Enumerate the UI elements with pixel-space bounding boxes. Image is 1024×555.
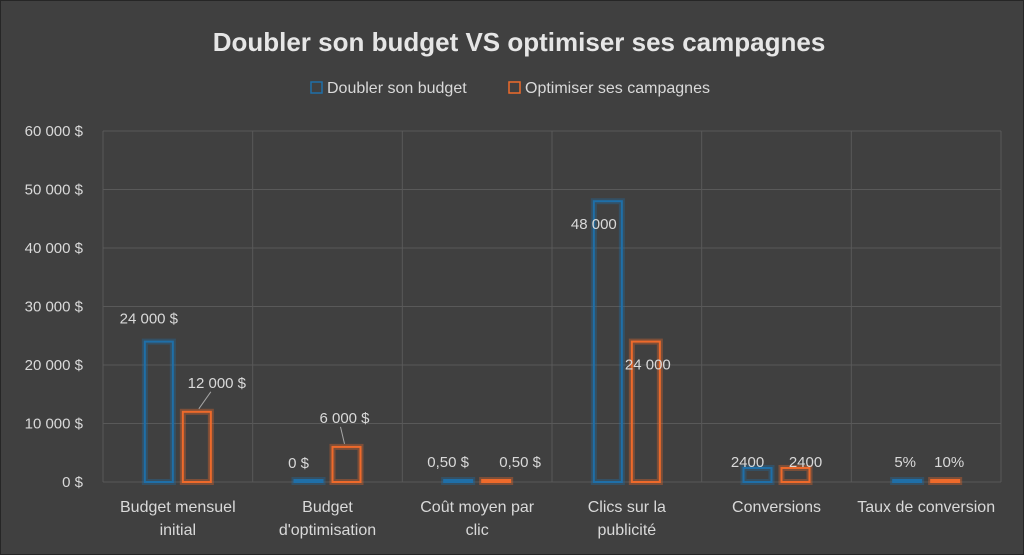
y-tick-label: 0 $: [62, 474, 84, 491]
y-tick-label: 10 000 $: [25, 416, 84, 433]
bar: [181, 410, 212, 483]
x-category-label: initial: [160, 522, 196, 539]
bar: [630, 340, 661, 483]
bar: [592, 200, 623, 483]
y-tick-label: 50 000 $: [25, 182, 84, 199]
x-category-label: Clics sur la: [588, 499, 666, 516]
data-label: 10%: [934, 454, 964, 471]
bar: [930, 479, 961, 483]
y-tick-label: 40 000 $: [25, 240, 84, 257]
bar-glow: [329, 443, 364, 485]
legend-label: Doubler son budget: [327, 80, 467, 97]
chart-title: Doubler son budget VS optimiser ses camp…: [213, 27, 826, 57]
x-category-label: clic: [466, 522, 489, 539]
label-leader-line: [340, 426, 345, 445]
data-label: 24 000 $: [120, 311, 179, 328]
label-leader-line: [198, 391, 212, 410]
x-category-label: Conversions: [732, 499, 821, 516]
data-label: 2400: [789, 454, 822, 471]
data-label: 5%: [894, 454, 916, 471]
bar-glow: [141, 338, 176, 485]
data-label: 6 000 $: [319, 410, 370, 427]
data-label: 24 000: [625, 357, 671, 374]
gridlines: [102, 130, 1002, 483]
y-tick-label: 60 000 $: [25, 123, 84, 140]
legend-swatch: [508, 81, 521, 94]
data-label: 2400: [731, 454, 764, 471]
data-label: 0,50 $: [427, 454, 469, 471]
bar-glow: [590, 198, 625, 485]
bar: [443, 479, 474, 483]
bar-glow: [179, 408, 214, 485]
bar: [780, 466, 811, 483]
x-category-label: Coût moyen par: [420, 499, 535, 516]
x-category-label: Budget: [302, 499, 353, 516]
bar: [742, 466, 773, 483]
bar: [892, 479, 923, 483]
data-label: 0,50 $: [499, 454, 541, 471]
x-category-label: Budget mensuel: [120, 499, 236, 516]
data-label: 12 000 $: [188, 375, 247, 392]
legend: Doubler son budget Optimiser ses campagne…: [310, 80, 710, 97]
bars: [141, 198, 963, 485]
y-tick-label: 20 000 $: [25, 357, 84, 374]
y-tick-label: 30 000 $: [25, 299, 84, 316]
x-category-label: publicité: [597, 522, 656, 539]
legend-label: Optimiser ses campagnes: [525, 80, 710, 97]
y-axis: 0 $ 10 000 $ 20 000 $ 30 000 $ 40 000 $ 50 00…: [25, 123, 84, 491]
bar: [143, 340, 174, 483]
x-category-label: Taux de conversion: [857, 499, 995, 516]
x-axis: Budget mensuel initial Budget d'optimisatio…: [120, 499, 995, 539]
bar: [293, 479, 324, 483]
data-labels: 24 000 $ 12 000 $ 0 $ 6 000 $ 0,50 $ 0,50 $ 48…: [120, 216, 965, 472]
bar: [331, 445, 362, 483]
legend-swatch: [310, 81, 323, 94]
data-label: 48 000: [571, 216, 617, 233]
data-label: 0 $: [288, 455, 310, 472]
x-category-label: d'optimisation: [279, 522, 376, 539]
bar: [481, 479, 512, 483]
